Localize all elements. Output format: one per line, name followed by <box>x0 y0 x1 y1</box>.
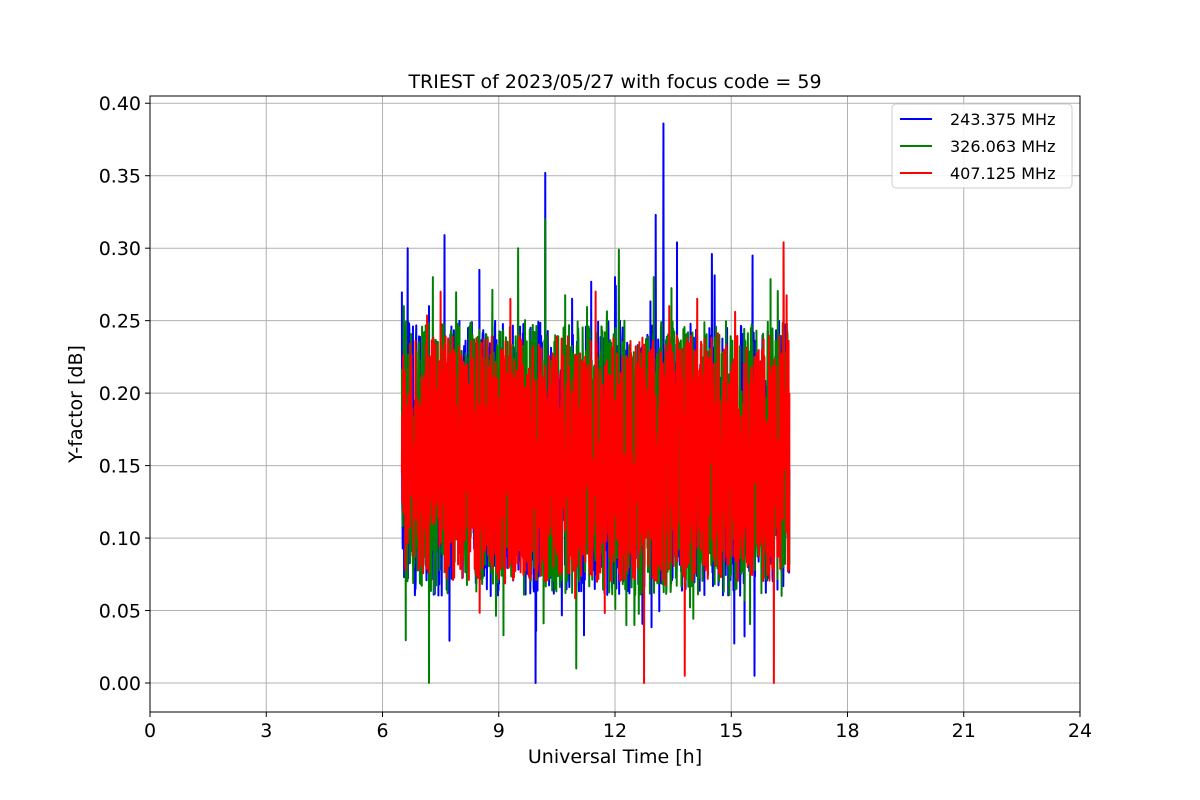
legend: 243.375 MHz 326.063 MHz 407.125 MHz <box>891 103 1073 189</box>
x-tick-label: 9 <box>493 720 505 742</box>
y-axis-label: Y-factor [dB] <box>65 345 87 464</box>
legend-box <box>891 103 1073 189</box>
x-tick-label: 21 <box>952 720 976 742</box>
x-tick-label: 18 <box>835 720 859 742</box>
y-tick-label: 0.10 <box>99 528 141 550</box>
y-tick-label: 0.20 <box>99 383 141 405</box>
y-tick-label: 0.40 <box>99 93 141 115</box>
y-tick-label: 0.05 <box>99 601 141 623</box>
x-axis-label: Universal Time [h] <box>528 746 702 768</box>
legend-label-1: 243.375 MHz <box>950 110 1055 129</box>
x-tick-label: 24 <box>1068 720 1092 742</box>
x-axis-ticks: 0 3 6 9 12 15 18 21 24 <box>144 712 1092 742</box>
y-tick-label: 0.15 <box>99 456 141 478</box>
x-tick-label: 0 <box>144 720 156 742</box>
y-tick-label: 0.30 <box>99 238 141 260</box>
x-tick-label: 15 <box>719 720 743 742</box>
legend-label-2: 326.063 MHz <box>950 137 1055 156</box>
x-tick-label: 12 <box>603 720 627 742</box>
y-axis-ticks: 0.00 0.05 0.10 0.15 0.20 0.25 0.30 0.35 0.40 <box>99 93 150 695</box>
x-tick-label: 6 <box>376 720 388 742</box>
y-tick-label: 0.35 <box>99 166 141 188</box>
series-line-3 <box>400 241 791 685</box>
y-tick-label: 0.25 <box>99 311 141 333</box>
plot-series <box>400 122 791 685</box>
legend-label-3: 407.125 MHz <box>950 164 1055 183</box>
chart-title: TRIEST of 2023/05/27 with focus code = 5… <box>407 71 821 93</box>
y-tick-label: 0.00 <box>99 673 141 695</box>
x-tick-label: 3 <box>260 720 272 742</box>
